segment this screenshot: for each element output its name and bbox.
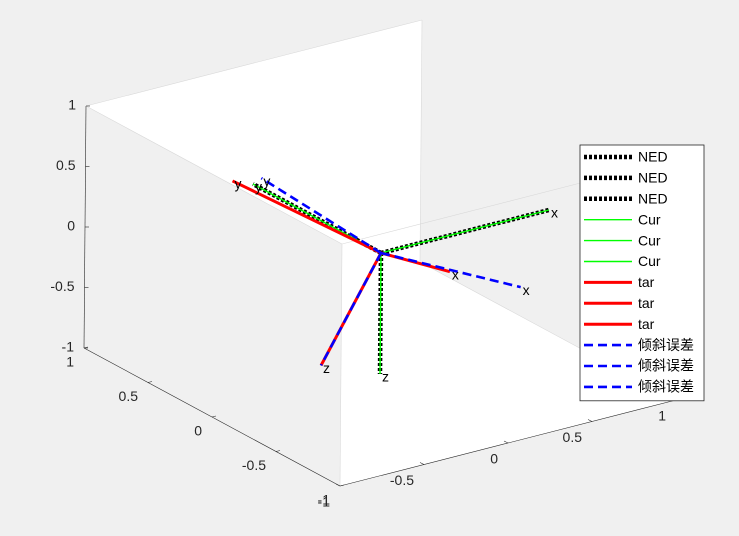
y-tick — [275, 450, 281, 452]
legend-label-10: 倾斜误差 — [638, 358, 694, 374]
axis-end-label-2: z — [382, 369, 389, 385]
z-tick-label: 1 — [68, 97, 76, 113]
series-line-3-x — [380, 209, 550, 254]
axis-end-label-6: x — [452, 266, 459, 282]
z-tick-label: -0.5 — [50, 278, 74, 294]
y-tick-label: -1 — [318, 492, 331, 508]
legend-label-9: 倾斜误差 — [638, 337, 694, 353]
legend-label-7: tar — [638, 295, 655, 311]
x-tick — [335, 483, 341, 487]
z-tick-label: 0 — [67, 218, 75, 234]
series-line-5-z — [379, 252, 382, 375]
series-line-7-y — [231, 179, 382, 255]
box-edge — [85, 105, 343, 245]
z-tick-label: -1 — [62, 339, 75, 355]
box-edge — [419, 19, 423, 263]
series-line-9-x — [380, 251, 521, 289]
x-tick — [419, 462, 425, 465]
axis-end-label-10: y — [263, 173, 270, 189]
z-tick-label: 0.5 — [56, 157, 76, 173]
series-lines: x y z x y z x y — [231, 173, 558, 385]
axis-end-label-9: x — [523, 282, 530, 298]
legend-label-2: NED — [638, 191, 668, 207]
series-line-10-y — [260, 177, 382, 255]
legend-label-11: 倾斜误差 — [638, 379, 694, 395]
y-tick — [211, 415, 217, 418]
legend-label-4: Cur — [638, 232, 661, 248]
axis-end-label-0: x — [551, 205, 558, 221]
legend-label-3: Cur — [638, 211, 661, 227]
x-tick-label: 0.5 — [563, 429, 583, 445]
tick-labels: -1-0.500.51-1-0.500.51-1-0.500.51 — [50, 97, 677, 510]
y-tick-label: 0.5 — [119, 388, 139, 404]
x-tick-label: -0.5 — [390, 472, 414, 488]
legend-box — [579, 144, 705, 402]
axis-end-label-7: y — [235, 176, 242, 192]
axis-end-label-1: y — [255, 179, 262, 195]
box-edge — [85, 19, 423, 107]
y-tick — [147, 381, 153, 383]
y-tick-label: 1 — [66, 354, 74, 370]
x-tick — [503, 440, 509, 444]
x-tick — [587, 419, 593, 422]
x-tick-label: -1 — [318, 494, 331, 510]
y-tick — [339, 484, 345, 487]
legend-label-8: tar — [638, 316, 655, 332]
y-tick-label: -0.5 — [242, 457, 266, 473]
x-tick-label: 1 — [658, 408, 666, 424]
axis-end-label-8: z — [323, 360, 330, 376]
x-tick-label: 0 — [490, 451, 498, 467]
y-tick-label: 0 — [194, 423, 202, 439]
box-edge — [339, 243, 343, 487]
legend-label-1: NED — [638, 170, 668, 186]
legend-label-0: NED — [638, 149, 668, 165]
legend-label-5: Cur — [638, 253, 661, 269]
legend-label-6: tar — [638, 274, 655, 290]
series-line-11-z — [319, 252, 383, 367]
